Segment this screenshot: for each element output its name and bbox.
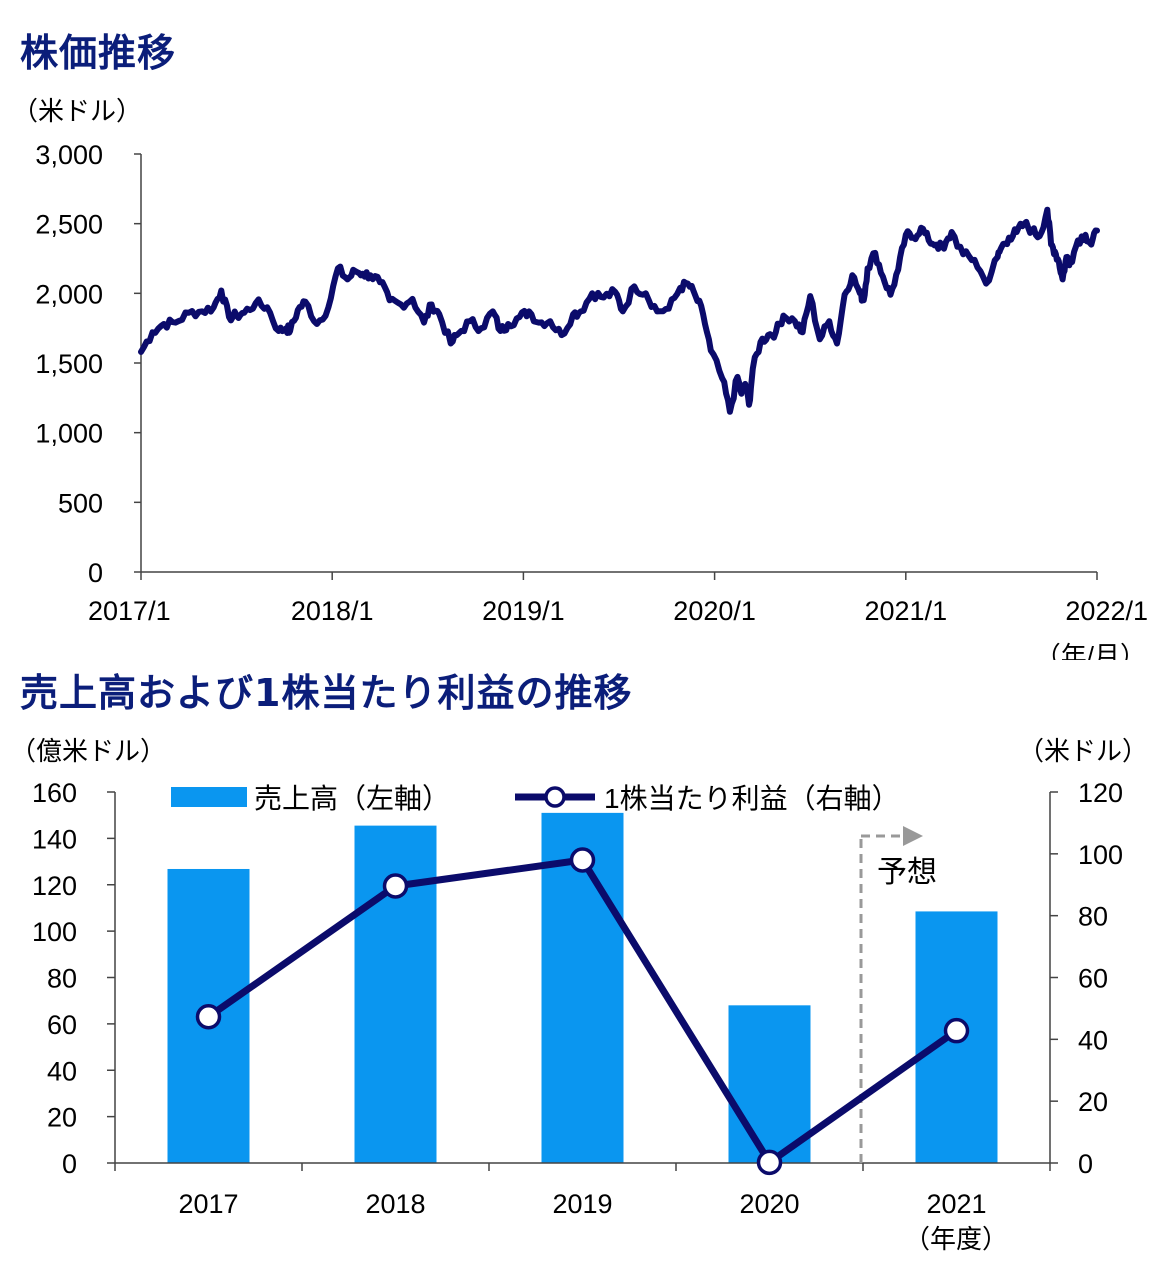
revenue-eps-chart: （億米ドル） （米ドル） （年度） 0 20 40 60 80 100 120 140 160 0… [10,736,1148,1254]
legend-eps-marker [544,786,566,808]
chart1-y-tick-label: 1,500 [35,349,103,379]
stock-price-chart: （米ドル） （年/月） 0 500 1,000 1,500 2,000 2,500 3,00… [12,96,1148,660]
eps-point-2021 [943,1017,970,1044]
chart1-y-tick-label: 2,500 [35,210,103,240]
chart1-x-tick-label: 2022/1 [1065,596,1148,626]
chart2-x-tick-label: 2019 [552,1189,612,1219]
chart2-left-tick-label: 140 [32,824,77,854]
eps-point-2018 [382,873,409,899]
chart1-y-tick-label: 500 [58,488,103,518]
chart1-y-tick-label: 0 [88,558,103,588]
legend-eps-label: 1株当たり利益（右軸） [604,783,900,814]
chart2-left-tick-label: 0 [62,1149,77,1179]
chart2-right-tick-label: 0 [1078,1149,1093,1179]
chart1-x-tick-label: 2017/1 [88,596,171,626]
forecast-label: 予想 [877,856,937,889]
chart2-x-tick-label: 2021 [926,1189,986,1219]
chart1-title: 株価推移 [20,31,177,75]
forecast-arrow-head [903,826,923,846]
chart2-x-tick-label: 2017 [178,1189,238,1219]
chart2-left-tick-label: 100 [32,917,77,947]
chart1-x-tick-label: 2021/1 [865,596,948,626]
chart2-left-tick-label: 120 [32,871,77,901]
revenue-bar-2020 [728,1005,811,1163]
chart1-y-tick-label: 1,000 [35,419,103,449]
eps-point-2020 [756,1149,783,1176]
chart2-x-tick-label: 2020 [739,1189,799,1219]
chart2-right-tick-label: 100 [1078,840,1123,870]
chart1-y-tick-label: 3,000 [35,140,103,170]
chart1-y-unit: （米ドル） [12,96,142,126]
chart2-title: 売上高および1株当たり利益の推移 [20,671,633,715]
chart1-y-tick-label: 2,000 [35,279,103,309]
chart1-x-unit: （年/月） [1035,641,1146,660]
chart2-left-unit: （億米ドル） [10,736,166,766]
chart2-right-tick-label: 40 [1078,1025,1108,1055]
chart2-left-tick-label: 40 [47,1056,77,1086]
chart2-left-tick-label: 80 [47,964,77,994]
chart2-x-unit: （年度） [904,1224,1008,1254]
chart1-x-tick-label: 2020/1 [673,596,756,626]
stock-price-line [138,206,1100,415]
legend-revenue-label: 売上高（左軸） [254,783,450,814]
chart1-x-tick-label: 2019/1 [482,596,565,626]
chart2-x-tick-label: 2018 [365,1189,425,1219]
chart2-left-tick-label: 60 [47,1010,77,1040]
eps-point-2017 [195,1004,222,1030]
eps-point-2019 [569,847,596,873]
chart2-right-unit: （米ドル） [1018,736,1148,766]
chart1-x-tick-label: 2018/1 [291,596,374,626]
chart2-right-tick-label: 60 [1078,964,1108,994]
chart2-left-tick-label: 160 [32,778,77,808]
legend-revenue-swatch [171,787,247,807]
chart2-right-tick-label: 20 [1078,1087,1108,1117]
chart2-left-tick-label: 20 [47,1103,77,1133]
chart2-right-tick-label: 80 [1078,902,1108,932]
chart2-right-tick-label: 120 [1078,778,1123,808]
